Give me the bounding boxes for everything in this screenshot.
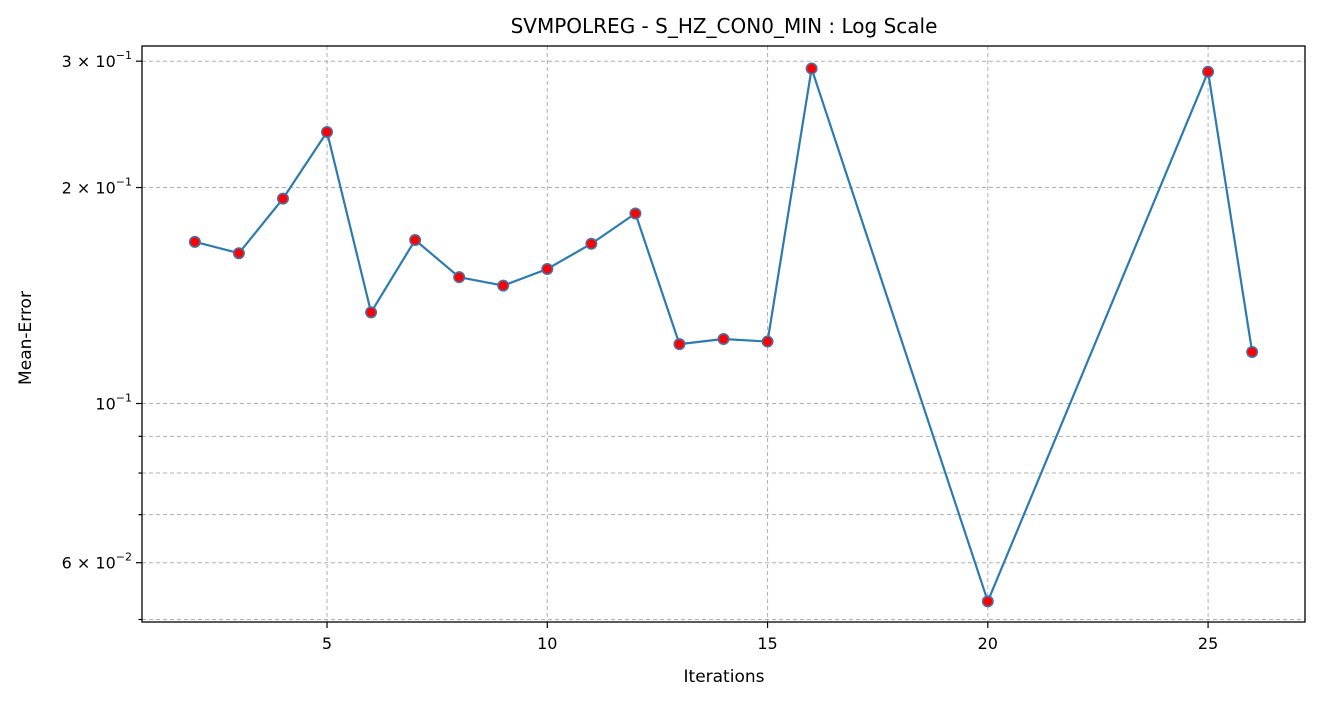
y-tick-label: 10−1 (95, 392, 132, 414)
data-point (585, 237, 598, 250)
data-point (497, 279, 510, 292)
y-tick-exponent: −1 (116, 49, 132, 62)
data-point (1246, 345, 1259, 358)
y-tick-base: 6 × 10 (62, 554, 116, 573)
data-point (629, 207, 642, 220)
plot-frame (141, 45, 1306, 623)
data-point (1202, 65, 1215, 78)
data-point (981, 595, 994, 608)
data-point (276, 192, 289, 205)
chart-title: SVMPOLREG - S_HZ_CON0_MIN : Log Scale (511, 14, 938, 38)
y-tick-base: 2 × 10 (62, 179, 116, 198)
y-tick-base: 10 (95, 395, 115, 414)
x-tick-label: 20 (978, 634, 998, 653)
series-layer (188, 62, 1259, 608)
data-point (232, 247, 245, 260)
series-line (194, 67, 1254, 603)
x-tick-label: 15 (757, 634, 777, 653)
data-point (541, 262, 554, 275)
data-point (673, 338, 686, 351)
data-point (188, 235, 201, 248)
x-tick-label: 5 (322, 634, 332, 653)
data-point (805, 62, 818, 75)
grid-layer (142, 46, 1305, 622)
y-tick-label: 3 × 10−1 (62, 49, 132, 71)
data-point (321, 126, 334, 139)
y-tick-exponent: −1 (116, 176, 132, 189)
data-point (717, 333, 730, 346)
y-tick-exponent: −1 (116, 392, 132, 405)
y-tick-label: 6 × 10−2 (62, 551, 132, 573)
x-tick-label: 25 (1198, 634, 1218, 653)
y-tick-exponent: −2 (116, 551, 132, 564)
data-point (761, 335, 774, 348)
x-axis-label: Iterations (684, 667, 765, 687)
y-axis-label: Mean-Error (16, 291, 36, 385)
data-point (409, 234, 422, 247)
y-tick-base: 3 × 10 (62, 52, 116, 71)
data-point (453, 271, 466, 284)
x-tick-label: 10 (537, 634, 557, 653)
data-point (365, 306, 378, 319)
y-tick-label: 2 × 10−1 (62, 176, 132, 198)
ticks-layer: 5 10 15 20 253 × 10−12 × 10−110−16 × 10−2 (62, 49, 1219, 653)
